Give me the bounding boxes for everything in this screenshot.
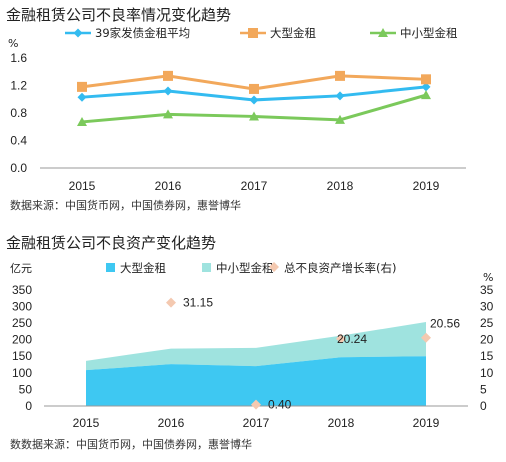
chart2-y-tick-label: 50 [19, 382, 33, 396]
chart1-legend-marker [73, 28, 83, 38]
chart2-y2-unit: % [483, 271, 493, 284]
chart1-point [249, 111, 259, 121]
chart2-y-tick-label: 0 [25, 399, 32, 413]
chart2-y-tick-label: 300 [12, 299, 32, 313]
chart1-x-tick-label: 2017 [241, 179, 268, 193]
chart2-plot [86, 322, 426, 406]
chart2-area-small-medium [86, 322, 426, 371]
chart2-growth-label: 20.24 [337, 332, 367, 346]
chart1-plot [77, 70, 431, 126]
chart1-legend-label: 39家发债金租平均 [95, 26, 190, 40]
chart1-point [77, 116, 87, 126]
chart1-point [249, 95, 259, 105]
chart2-y2-tick-label: 20 [480, 333, 494, 347]
chart2-x-axis: 2015 2016 2017 2018 2019 [73, 416, 440, 430]
chart1-x-axis: 2015 2016 2017 2018 2019 [69, 179, 440, 193]
chart2-growth-point [251, 399, 261, 410]
chart1-y-tick-label: 1.2 [10, 79, 27, 93]
chart2-x-tick-label: 2016 [158, 416, 185, 430]
chart1-point [163, 86, 173, 96]
chart2-legend-swatch [202, 263, 211, 272]
chart2-y2-tick-label: 5 [480, 382, 487, 396]
chart1-point [421, 82, 431, 92]
chart1-y-tick-label: 0.4 [10, 134, 27, 148]
chart1-point [335, 70, 345, 81]
chart2-y2-tick-label: 25 [480, 316, 494, 330]
chart2-growth-point [421, 332, 431, 343]
chart1-legend-marker [248, 28, 258, 38]
chart2-x-tick-label: 2018 [328, 416, 355, 430]
chart1-point [77, 92, 87, 102]
chart1-x-tick-label: 2018 [327, 179, 354, 193]
chart2-y2-tick-label: 30 [480, 299, 494, 313]
chart1-legend-label: 中小型金租 [400, 26, 458, 40]
chart1-legend-label: 大型金租 [270, 26, 316, 40]
chart2-growth-label: 20.56 [430, 317, 460, 331]
chart1-legend: 39家发债金租平均 大型金租 中小型金租 [65, 26, 458, 40]
chart2-y-tick-label: 350 [12, 283, 32, 297]
chart1-x-tick-label: 2016 [155, 179, 182, 193]
chart1-x-tick-label: 2015 [69, 179, 96, 193]
chart1-point [163, 109, 173, 119]
chart2-legend-marker [269, 262, 279, 272]
chart1-point [421, 90, 431, 100]
chart1-point [421, 74, 431, 85]
chart1-point [249, 83, 259, 94]
chart2-y-unit: 亿元 [10, 262, 32, 275]
chart1-legend-marker [378, 28, 388, 37]
chart2-y-axis: 0 50 100 150 200 250 300 350 [12, 283, 32, 413]
chart2-x-tick-label: 2015 [73, 416, 100, 430]
chart2-growth-rate-series: 31.15 0.40 20.24 20.56 [166, 296, 460, 412]
chart2-growth-point [336, 333, 346, 344]
chart1-y-tick-label: 0.0 [10, 161, 27, 175]
chart1-y-axis: 0.0 0.4 0.8 1.2 1.6 [10, 51, 27, 175]
chart2-legend-label: 中小型金租 [216, 261, 274, 275]
chart2-legend: 大型金租 中小型金租 总不良资产增长率(右) [106, 261, 396, 275]
chart1-title: 金融租赁公司不良率情况变化趋势 [6, 6, 231, 24]
chart1-point [77, 81, 87, 92]
chart1-point [335, 114, 345, 124]
chart2-y2-axis: 0 5 10 15 20 25 30 35 [480, 283, 494, 413]
chart2-legend-label: 总不良资产增长率(右) [284, 261, 396, 275]
chart2-source: 数数据来源：中国货币网，中国债券网，惠誉博华 [10, 437, 252, 451]
chart1-y-unit: % [8, 37, 18, 50]
chart1-point [163, 70, 173, 81]
chart1-point [335, 91, 345, 101]
chart2-growth-point [166, 297, 176, 308]
chart2-y2-tick-label: 10 [480, 366, 494, 380]
chart2-growth-label: 31.15 [183, 296, 213, 310]
chart2-y-tick-label: 100 [12, 366, 32, 380]
chart2-legend-label: 大型金租 [120, 261, 166, 275]
chart2-y2-tick-label: 0 [480, 399, 487, 413]
chart2-y-tick-label: 200 [12, 333, 32, 347]
chart2-growth-label: 0.40 [268, 398, 292, 412]
chart1-source: 数据来源：中国货币网，中国债券网，惠誉博华 [10, 198, 241, 212]
chart1-y-tick-label: 1.6 [10, 51, 27, 65]
chart2-y-tick-label: 250 [12, 316, 32, 330]
chart2-legend-swatch [106, 263, 115, 272]
chart2-x-tick-label: 2017 [243, 416, 270, 430]
chart1-x-tick-label: 2019 [413, 179, 440, 193]
chart2-area-large [86, 356, 426, 406]
chart2-y2-tick-label: 35 [480, 283, 494, 297]
chart2-y2-tick-label: 15 [480, 349, 494, 363]
chart2-x-tick-label: 2019 [413, 416, 440, 430]
chart2-y-tick-label: 150 [12, 349, 32, 363]
chart1-y-tick-label: 0.8 [10, 106, 27, 120]
chart2-title: 金融租赁公司不良资产变化趋势 [6, 234, 216, 252]
